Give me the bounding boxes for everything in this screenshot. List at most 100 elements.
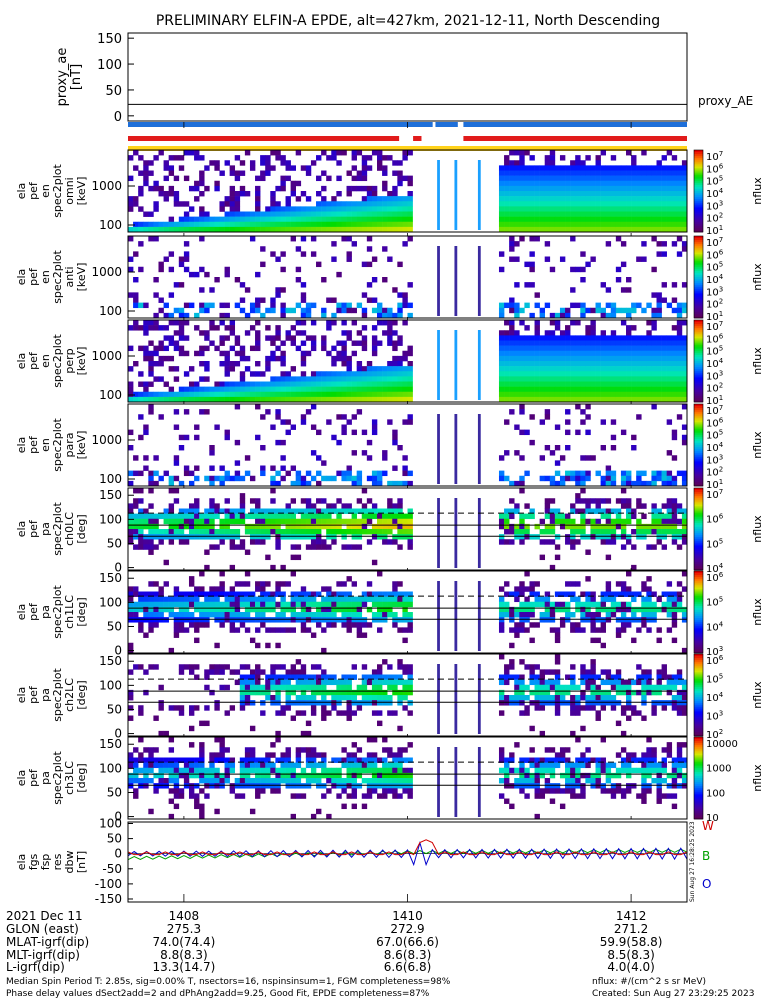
ylabel-line: fsp xyxy=(39,854,52,871)
proxy-ae-ylabel: proxy_ae [nT] xyxy=(55,48,84,107)
footer-line1: Median Spin Period T: 2.85s, sig=0.00% T… xyxy=(6,977,451,987)
ylabel-line: ela xyxy=(15,687,28,704)
spectrogram-stripe xyxy=(437,498,440,568)
spectrogram-cells xyxy=(128,320,688,403)
annotation-value: 272.9 xyxy=(390,922,424,936)
ylabel-line: proxy_ae xyxy=(55,48,70,107)
spectrogram-cells xyxy=(128,571,688,654)
ytick-label: 50 xyxy=(107,536,122,550)
colorbar-tick: 107 xyxy=(706,320,723,333)
panel-yticks: 1000 100 xyxy=(91,265,135,318)
colorbar-tick: 100 xyxy=(706,788,725,799)
colorbar-tick: 106 xyxy=(706,248,724,261)
colorbar-tick: 103 xyxy=(706,199,723,212)
ylabel-line: [keV] xyxy=(75,263,88,292)
status-bar-blue xyxy=(463,122,687,127)
ytick-label: -150 xyxy=(95,892,122,906)
ytick-label: -100 xyxy=(95,877,122,891)
ylabel-line: spec2plot xyxy=(51,585,64,639)
ytick-label: 150 xyxy=(99,488,122,502)
ylabel-line: pef xyxy=(27,519,40,538)
x-axis-annotations: 2021 Dec 11 1408 1410 1412 GLON (east) 275.3 2… xyxy=(6,909,663,974)
ytick-label: 100 xyxy=(99,595,122,609)
ytick-label: 100 xyxy=(99,678,122,692)
colorbar-tick: 106 xyxy=(706,654,724,667)
spectrogram-stripe xyxy=(454,747,458,817)
ylabel-line: spec2plot xyxy=(51,751,64,805)
spectrogram-stripe xyxy=(477,330,481,400)
ylabel-line: ela xyxy=(15,604,28,621)
spectrogram-stripe xyxy=(437,330,440,400)
colorbar-tick: 101 xyxy=(706,224,723,237)
ytick-label: 100 xyxy=(99,512,122,526)
ylabel-line: ela xyxy=(15,353,28,370)
ylabel-line: ch0LC xyxy=(63,512,76,546)
colorbar-tick: 104 xyxy=(706,620,724,633)
ytick-label: 100 xyxy=(97,58,122,73)
ytick-label: 0 xyxy=(114,110,122,125)
spectrogram-panel-anti: ela pef en spec2plot anti [keV] 10001001071061… xyxy=(15,235,764,323)
colorbar-label: nflux xyxy=(751,598,764,626)
ytick-label: 1000 xyxy=(91,349,122,363)
panel-yticks: 150 100 50 0 xyxy=(99,488,134,575)
colorbar-tick: 10000 xyxy=(706,739,738,750)
colorbar-tick: 104 xyxy=(706,441,724,454)
colorbar-tick: 102 xyxy=(706,212,723,225)
status-bars xyxy=(128,122,687,151)
colorbar-tick: 103 xyxy=(706,710,723,723)
annotation-value: 4.0(4.0) xyxy=(607,960,655,974)
colorbar-label: nflux xyxy=(751,681,764,709)
colorbar-tick: 106 xyxy=(706,332,724,345)
ylabel-line: spec2plot xyxy=(51,334,64,388)
fgs-legend: W BO xyxy=(702,819,714,891)
ylabel-line: ela xyxy=(15,521,28,538)
colorbar-tick: 104 xyxy=(706,357,724,370)
ylabel-line: en xyxy=(39,184,52,198)
ylabel-line: ela xyxy=(15,854,28,871)
annotation-value: 271.2 xyxy=(614,922,648,936)
ytick-label: 100 xyxy=(99,218,122,232)
ytick-label: 50 xyxy=(107,702,122,716)
colorbar-tick: 106 xyxy=(706,416,724,429)
colorbar-tick: 104 xyxy=(706,562,724,575)
colorbar-tick: 101 xyxy=(706,394,723,407)
ylabel-line: [keV] xyxy=(75,431,88,460)
colorbar-tick: 101 xyxy=(706,310,723,323)
ytick-label: 150 xyxy=(99,737,122,751)
spectrogram-panel-ch0LC: ela pef pa spec2plot ch0LC [deg]1501005001071… xyxy=(15,487,764,575)
ylabel-line: [deg] xyxy=(75,597,88,626)
spectrogram-stripe xyxy=(454,581,458,651)
ylabel-line: omni xyxy=(63,177,76,204)
ytick-label: 150 xyxy=(99,654,122,668)
status-bar-red xyxy=(463,136,687,141)
colorbar-tick: 106 xyxy=(706,571,724,584)
spectrogram-cells xyxy=(128,404,688,487)
spectrogram-cells xyxy=(128,150,688,233)
colorbar-tick: 102 xyxy=(706,466,723,479)
fgs-ylabel: ela fgs fsp res dbw [nT] xyxy=(15,851,88,874)
colorbar-tick: 1000 xyxy=(706,764,731,775)
colorbar-label: nflux xyxy=(751,347,764,375)
colorbar-tick: 101 xyxy=(706,478,723,491)
colorbar-tick: 103 xyxy=(706,645,723,658)
annotation-row-label: MLAT-igrf(dip) xyxy=(6,935,89,949)
ylabel-line: ch2LC xyxy=(63,678,76,712)
ylabel-line: pa xyxy=(39,771,52,785)
ylabel-line: perp xyxy=(63,348,76,373)
colorbar-tick: 105 xyxy=(706,175,723,188)
colorbar-tick: 103 xyxy=(706,285,723,298)
annotation-value: 1408 xyxy=(169,909,200,923)
colorbar-tick: 105 xyxy=(706,596,723,609)
proxy-ae-legend: proxy_AE xyxy=(698,94,753,108)
panel-yticks: 1000 100 xyxy=(91,179,135,232)
colorbar: 106 105 104 103 nflux xyxy=(693,570,764,658)
ytick-label: 50 xyxy=(107,832,122,846)
spectrogram-stripe xyxy=(454,246,458,316)
spectrogram-panel-perp: ela pef en spec2plot perp [keV] 10001001071061… xyxy=(15,319,764,407)
colorbar-tick: 102 xyxy=(706,298,723,311)
footer-units: nflux: #/(cm^2 s sr MeV) xyxy=(592,977,706,987)
